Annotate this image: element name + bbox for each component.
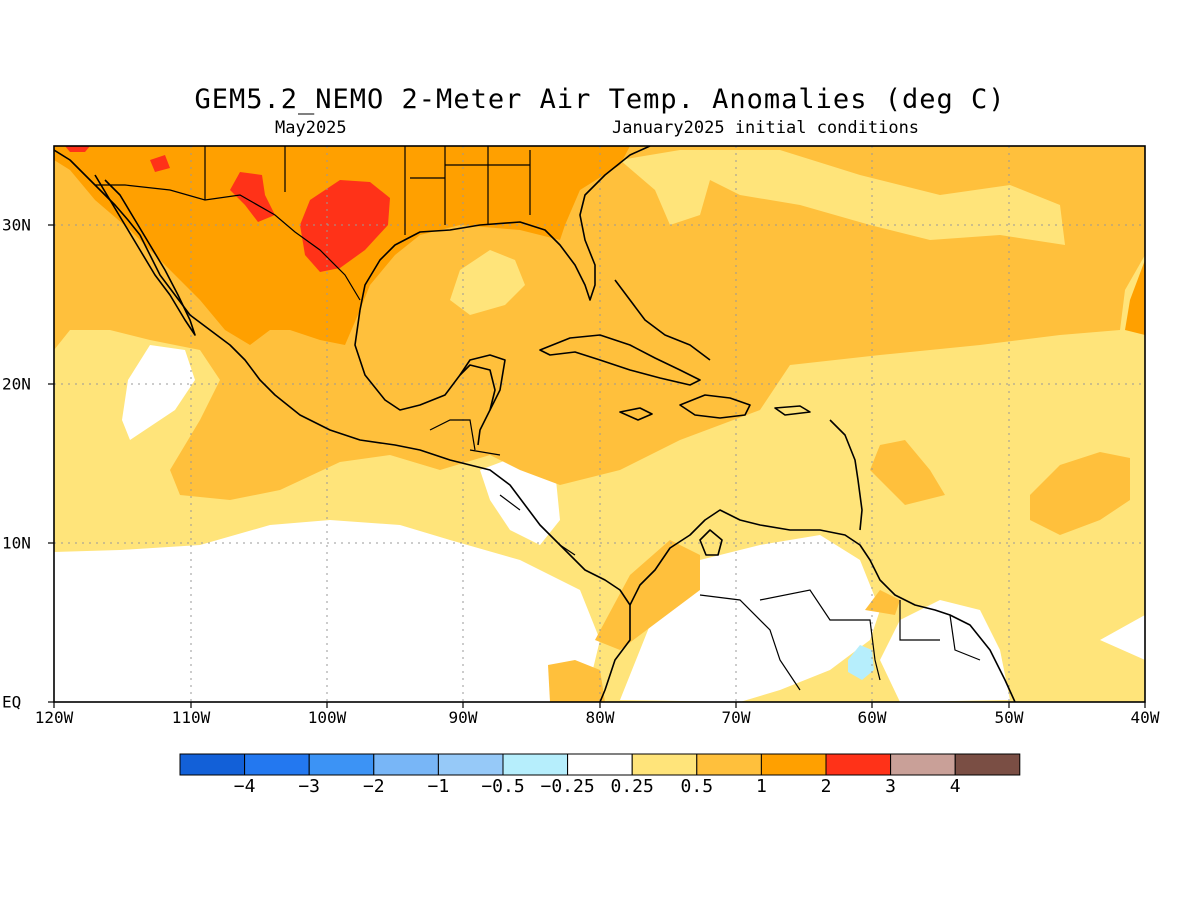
colorbar-swatch <box>502 753 569 776</box>
colorbar-label: −4 <box>233 776 256 797</box>
border-south-america <box>699 589 981 691</box>
colorbar-swatch <box>179 753 246 776</box>
map-title: GEM5.2_NEMO 2-Meter Air Temp. Anomalies … <box>194 84 1006 115</box>
colorbar-label: −1 <box>427 776 450 797</box>
coast-puertorico <box>774 405 811 416</box>
x-tick-label: 50W <box>994 708 1024 727</box>
colorbar-swatch <box>567 753 633 776</box>
x-tick-label: 70W <box>721 708 751 727</box>
anomaly-zone-0p5-1-east <box>1030 452 1130 535</box>
anomaly-zone-atl-light <box>620 150 1065 245</box>
colorbar-swatch <box>631 753 698 776</box>
colorbar-swatch <box>437 753 504 776</box>
coast-bahamas <box>614 279 711 361</box>
y-tick-label: EQ <box>2 692 22 712</box>
valid-month-label: May2025 <box>275 118 347 138</box>
anomaly-zone-2-3-az <box>150 155 170 172</box>
coast-yucatan <box>459 354 506 411</box>
x-tick-label: 120W <box>34 708 74 727</box>
colorbar-swatch <box>825 753 892 776</box>
anomaly-zone-gulf-light <box>450 250 525 315</box>
gridlines <box>54 146 1145 702</box>
colorbar-swatch <box>696 753 762 776</box>
anomaly-zone-1-2-atl <box>1125 260 1145 335</box>
border-us-states <box>204 146 531 235</box>
anomaly-zone-pale-blue <box>848 645 874 680</box>
coast-antilles <box>829 419 863 531</box>
anomaly-zone-0p5-1-ecu <box>548 660 605 702</box>
colorbar-label: 3 <box>885 776 897 797</box>
colorbar-label: 0.25 <box>610 776 654 797</box>
anomaly-zone-white-eastatl <box>1100 615 1145 660</box>
x-tick-label: 80W <box>585 708 615 727</box>
anomaly-zone-2-3-nm <box>230 172 275 222</box>
anomaly-zone-white-guiana <box>880 600 1010 702</box>
coast-gulf-north <box>359 146 651 311</box>
coast-jamaica <box>619 407 653 421</box>
border-central-america <box>429 419 576 556</box>
political-borders <box>95 146 981 691</box>
colorbar-swatch <box>760 753 827 776</box>
x-tick-label: 40W <box>1130 708 1160 727</box>
coast-south-america <box>629 509 1016 702</box>
anomaly-zone-2-3-texas <box>300 180 390 272</box>
coast-cuba <box>539 334 701 386</box>
axis-tick-marks <box>48 224 1146 708</box>
colorbar-swatch <box>890 753 956 776</box>
colorbar <box>179 753 1021 776</box>
colorbar-label: 1 <box>755 776 767 797</box>
colorbar-swatch <box>308 753 375 776</box>
y-tick-label: 20N <box>2 374 31 394</box>
colorbar-label: 4 <box>949 776 961 797</box>
anomaly-zone-0p5-1-guiana <box>865 590 900 615</box>
colorbar-swatch <box>954 753 1021 776</box>
anomaly-zone-white-pacific <box>54 520 600 702</box>
anomaly-zone-0p5-1-mid <box>870 440 945 505</box>
x-tick-label: 110W <box>171 708 211 727</box>
y-tick-label: 10N <box>2 533 31 553</box>
coast-north-america <box>54 149 631 702</box>
x-tick-label: 100W <box>307 708 347 727</box>
y-tick-label: 30N <box>2 215 31 235</box>
coast-hispaniola <box>679 394 751 419</box>
map-field <box>54 146 1145 702</box>
border-us-mexico <box>95 184 361 301</box>
colorbar-label: −0.5 <box>481 776 525 797</box>
colorbar-swatch <box>373 753 439 776</box>
anomaly-zone-2-3-ca <box>65 146 90 152</box>
colorbar-label: 0.5 <box>680 776 714 797</box>
colorbar-label: 2 <box>820 776 832 797</box>
x-tick-label: 90W <box>448 708 478 727</box>
colorbar-label: −0.25 <box>540 776 595 797</box>
colorbar-label: −3 <box>298 776 321 797</box>
coast-baja <box>94 174 196 336</box>
anomaly-zone-0p5-1-col <box>595 540 700 650</box>
coast-maracaibo <box>699 529 723 556</box>
x-tick-label: 60W <box>857 708 887 727</box>
initial-conditions-label: January2025 initial conditions <box>612 118 920 138</box>
colorbar-swatch <box>244 753 310 776</box>
colorbar-label: −2 <box>362 776 385 797</box>
coastlines <box>54 146 1016 702</box>
anomaly-zone-white-westpac <box>122 345 195 440</box>
